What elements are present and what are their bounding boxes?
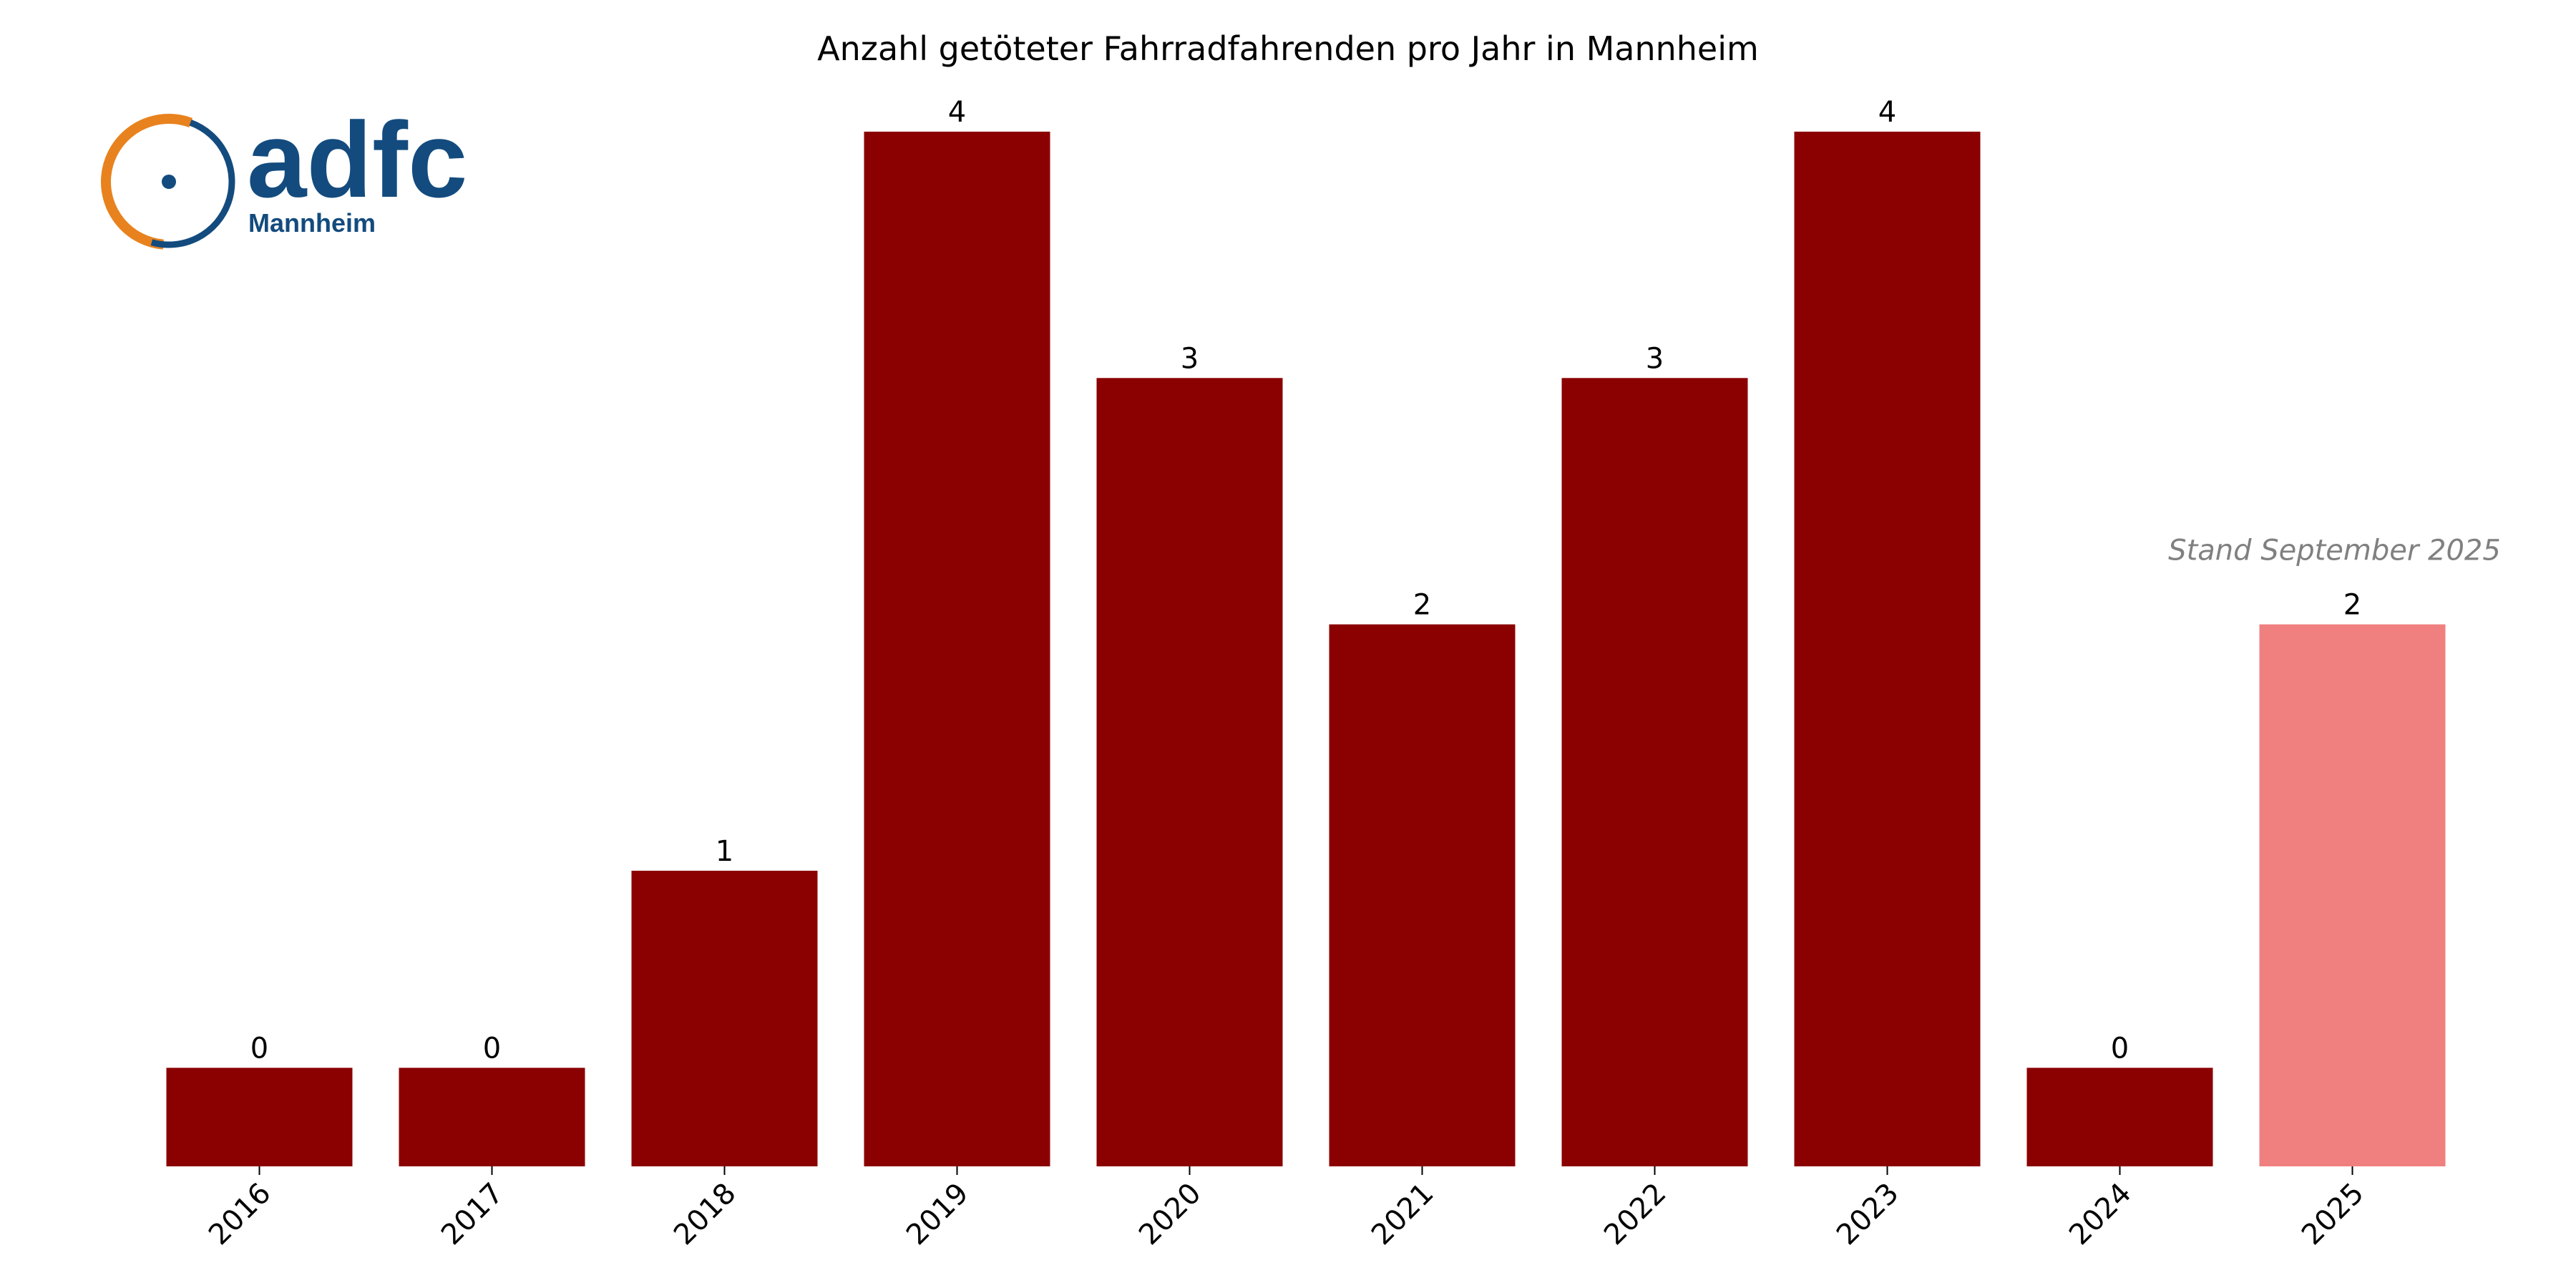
value-label-2022: 3 xyxy=(1646,342,1664,375)
value-label-2016: 0 xyxy=(250,1032,268,1065)
logo-ring-blue xyxy=(102,115,235,248)
x-tick-label-2024: 2024 xyxy=(2063,1177,2138,1252)
x-tick-label-2017: 2017 xyxy=(435,1177,510,1252)
adfc-logo: adfc Mannheim xyxy=(101,99,467,250)
bar-2022 xyxy=(1561,378,1748,1167)
value-labels-layer: 0 0 1 4 3 2 3 4 0 2 xyxy=(250,96,2361,1065)
x-tick-label-2025: 2025 xyxy=(2296,1177,2371,1252)
value-label-2021: 2 xyxy=(1413,589,1431,622)
x-tick-label-2022: 2022 xyxy=(1598,1177,1673,1252)
bar-2023 xyxy=(1794,132,1981,1166)
logo-dot xyxy=(162,175,176,189)
bar-2025 xyxy=(2259,624,2446,1166)
logo-subtitle: Mannheim xyxy=(248,208,376,238)
bar-2020 xyxy=(1096,378,1283,1167)
x-tick-label-2016: 2016 xyxy=(203,1177,278,1252)
logo-wordmark: adfc xyxy=(247,99,467,220)
value-label-2019: 4 xyxy=(948,96,966,129)
bar-2018 xyxy=(631,870,818,1166)
value-label-2018: 1 xyxy=(716,835,733,868)
x-tick-label-2023: 2023 xyxy=(1830,1177,1906,1252)
annotation-note: Stand September 2025 xyxy=(2168,535,2501,567)
x-tick-label-2019: 2019 xyxy=(900,1177,975,1252)
chart-title: Anzahl getöteter Fahrradfahrenden pro Ja… xyxy=(817,29,1759,68)
x-tick-label-2018: 2018 xyxy=(668,1177,743,1252)
x-tick-label-2020: 2020 xyxy=(1133,1177,1208,1252)
value-label-2024: 0 xyxy=(2111,1032,2129,1065)
value-label-2025: 2 xyxy=(2343,589,2361,622)
x-tick-label-2021: 2021 xyxy=(1365,1177,1440,1252)
value-label-2017: 0 xyxy=(483,1032,501,1065)
x-axis: 2016 2017 2018 2019 2020 2021 2022 2023 2024 2025 xyxy=(203,1166,2371,1252)
value-label-2023: 4 xyxy=(1878,96,1896,129)
bar-2017 xyxy=(399,1068,585,1166)
bar-2021 xyxy=(1329,624,1516,1166)
bar-2016 xyxy=(166,1068,353,1166)
bar-2024 xyxy=(2026,1068,2213,1166)
bar-2019 xyxy=(864,132,1050,1166)
value-label-2020: 3 xyxy=(1181,342,1199,375)
bars-layer xyxy=(166,132,2446,1167)
